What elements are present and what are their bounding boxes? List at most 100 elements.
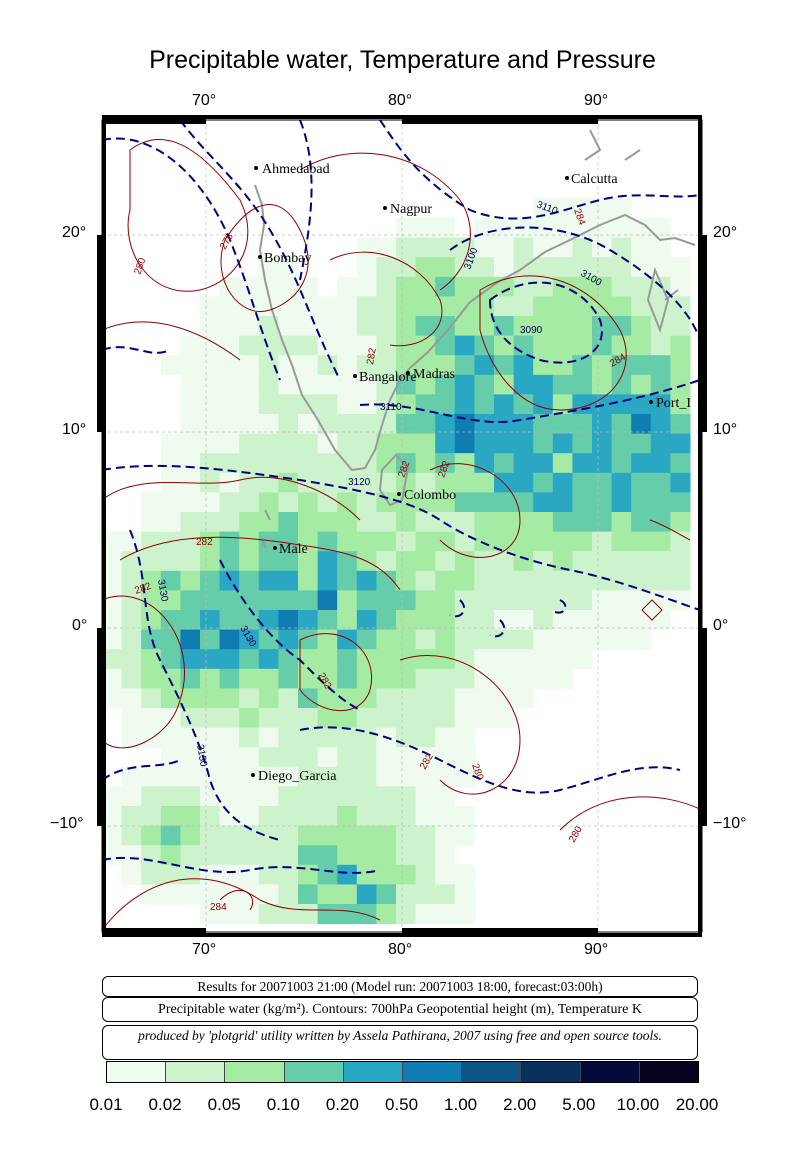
precip-cell (200, 610, 221, 631)
precip-cell (298, 433, 319, 454)
precip-cell (337, 688, 358, 709)
precip-cell (356, 590, 377, 611)
precip-cell (513, 649, 534, 670)
city-label: Bombay (264, 251, 311, 266)
precip-cell (474, 512, 495, 533)
precip-cell (298, 492, 319, 513)
precip-cell (337, 296, 358, 317)
precip-cell (376, 512, 397, 533)
precip-cell (121, 727, 142, 748)
precip-cell (141, 512, 162, 533)
precip-cell (454, 884, 475, 905)
precip-cell (435, 904, 456, 925)
colorbar-swatch (579, 1062, 639, 1082)
precip-cell (219, 845, 240, 866)
precip-cell (494, 433, 515, 454)
precip-cell (415, 727, 436, 748)
chart-title: Precipitable water, Temperature and Pres… (149, 46, 656, 74)
precip-cell (552, 629, 573, 650)
precip-cell (494, 374, 515, 395)
precip-cell (337, 864, 358, 885)
precip-cell (592, 276, 613, 297)
precip-cell (376, 629, 397, 650)
precip-cell (258, 629, 279, 650)
precip-cell (219, 747, 240, 768)
precip-cell (415, 316, 436, 337)
precip-cell (317, 551, 338, 572)
precip-cell (298, 374, 319, 395)
precip-cell (592, 590, 613, 611)
city-label: Colombo (404, 488, 456, 503)
precip-cell (180, 551, 201, 572)
precip-cell (572, 198, 593, 219)
precip-cell (415, 884, 436, 905)
precip-cell (670, 257, 691, 278)
precip-cell (200, 433, 221, 454)
precip-cell (631, 531, 652, 552)
precip-cell (435, 414, 456, 435)
precip-cell (337, 610, 358, 631)
precip-cell (474, 394, 495, 415)
precip-cell (356, 512, 377, 533)
precip-cell (219, 610, 240, 631)
field-info-box: Precipitable water (kg/m²). Contours: 70… (102, 997, 698, 1022)
precip-cell (415, 492, 436, 513)
precip-cell (396, 531, 417, 552)
precip-cell (396, 708, 417, 729)
precip-cell (258, 316, 279, 337)
precip-cell (454, 747, 475, 768)
precip-cell (239, 825, 260, 846)
precip-cell (396, 512, 417, 533)
precip-cell (474, 708, 495, 729)
precip-cell (631, 257, 652, 278)
precip-cell (258, 688, 279, 709)
precip-cell (200, 668, 221, 689)
precip-cell (102, 610, 123, 631)
precip-cell (592, 374, 613, 395)
precip-cell (219, 296, 240, 317)
precip-cell (200, 708, 221, 729)
precip-cell (376, 590, 397, 611)
precip-cell (631, 394, 652, 415)
precip-cell (572, 237, 593, 258)
precip-cell (592, 237, 613, 258)
precip-cell (572, 257, 593, 278)
precip-cell (278, 492, 299, 513)
precip-cell (513, 433, 534, 454)
precip-cell (494, 414, 515, 435)
city-label: Bangalore (359, 370, 417, 385)
precip-cell (435, 296, 456, 317)
precip-cell (160, 864, 181, 885)
precip-cell (592, 551, 613, 572)
colorbar-swatch (638, 1062, 699, 1082)
precip-cell (239, 551, 260, 572)
precip-cell (533, 198, 554, 219)
colorbar-label: 0.02 (148, 1095, 182, 1114)
precip-cell (376, 492, 397, 513)
precip-cell (435, 472, 456, 493)
precip-cell (278, 257, 299, 278)
precip-cell (650, 512, 671, 533)
precip-cell (592, 414, 613, 435)
precip-cell (258, 610, 279, 631)
precip-cell (670, 414, 691, 435)
precip-cell (102, 806, 123, 827)
precip-cell (317, 904, 338, 925)
precip-cell (121, 610, 142, 631)
precip-cell (317, 708, 338, 729)
precip-cell (356, 688, 377, 709)
precip-cell (611, 394, 632, 415)
precip-cell (513, 688, 534, 709)
precip-cell (435, 786, 456, 807)
precip-cell (278, 335, 299, 356)
precip-cell (474, 453, 495, 474)
precip-cell (611, 237, 632, 258)
precip-cell (102, 531, 123, 552)
precip-cell (278, 414, 299, 435)
precip-cell (670, 492, 691, 513)
precip-cell (474, 649, 495, 670)
precip-cell (160, 786, 181, 807)
precip-cell (454, 806, 475, 827)
precip-cell (572, 394, 593, 415)
precip-cell (494, 551, 515, 572)
